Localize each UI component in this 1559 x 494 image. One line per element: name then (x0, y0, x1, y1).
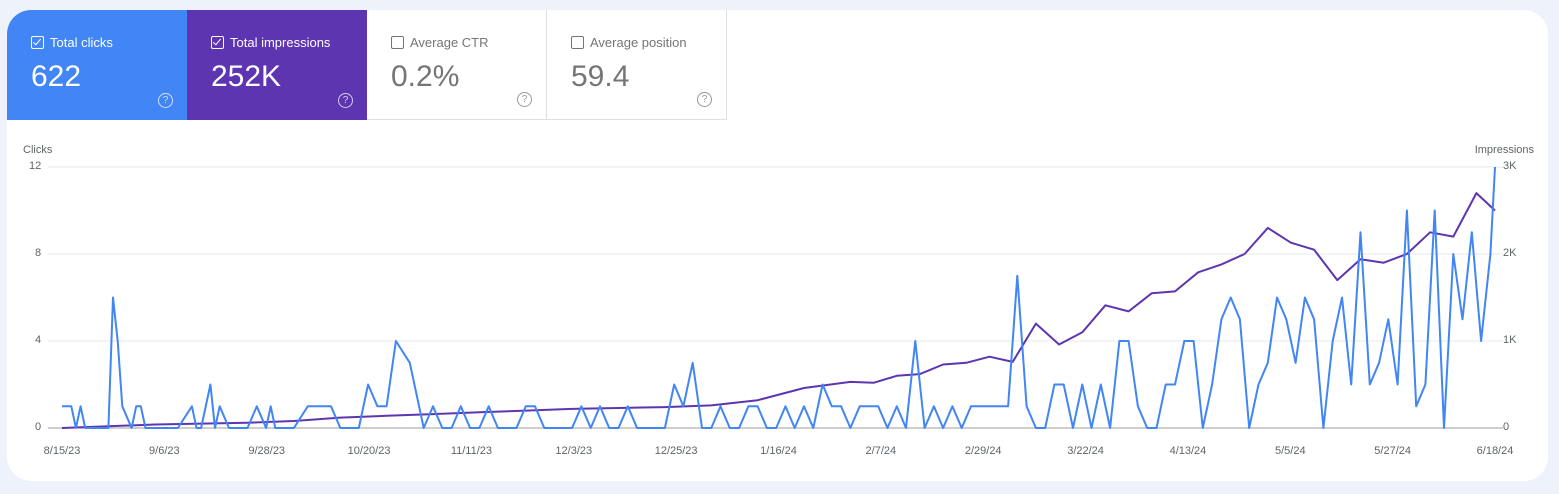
x-tick: 9/6/23 (149, 445, 180, 457)
help-icon[interactable]: ? (338, 93, 353, 108)
metric-total-clicks[interactable]: Total clicks 622 ? (7, 10, 187, 120)
metric-value: 0.2% (391, 60, 460, 93)
right-axis-title: Impressions (1474, 144, 1534, 156)
metric-value: 59.4 (571, 60, 630, 93)
performance-card: Total clicks 622 ? Total impressions 252… (7, 10, 1548, 481)
metric-value: 622 (31, 60, 82, 93)
x-tick: 2/7/24 (865, 445, 897, 457)
x-tick: 3/22/24 (1067, 445, 1104, 457)
x-tick: 12/25/23 (654, 445, 698, 457)
metric-total-impressions[interactable]: Total impressions 252K ? (187, 10, 367, 120)
metric-label: Total impressions (230, 35, 331, 50)
y-tick-left: 4 (35, 334, 42, 346)
help-icon[interactable]: ? (697, 92, 712, 107)
checkbox-checked-icon[interactable] (31, 36, 44, 49)
y-tick-right: 0 (1503, 421, 1510, 433)
x-tick: 4/13/24 (1169, 445, 1207, 457)
left-axis-title: Clicks (23, 144, 53, 156)
help-icon[interactable]: ? (517, 92, 532, 107)
checkbox-checked-icon[interactable] (211, 36, 224, 49)
checkbox-unchecked-icon[interactable] (391, 36, 404, 49)
x-tick: 8/15/23 (43, 445, 81, 457)
series-line-clicks[interactable] (62, 166, 1496, 429)
metric-label: Average position (590, 35, 687, 50)
y-tick-right: 2K (1503, 247, 1517, 259)
x-tick: 12/3/23 (555, 445, 593, 457)
help-icon[interactable]: ? (158, 93, 173, 108)
metric-average-ctr[interactable]: Average CTR 0.2% ? (367, 10, 547, 120)
x-tick: 5/5/24 (1274, 445, 1306, 457)
x-tick: 5/27/24 (1374, 445, 1411, 457)
series-line-impressions[interactable] (61, 192, 1496, 429)
y-tick-right: 1K (1503, 334, 1517, 346)
metric-cards: Total clicks 622 ? Total impressions 252… (7, 10, 727, 120)
y-tick-right: 3K (1503, 160, 1517, 172)
performance-chart: Clicks Impressions 0 0 4 1K 8 2K 12 3K 8/15/23 9… (7, 120, 1548, 481)
chart-plot-area[interactable] (7, 120, 1548, 481)
y-tick-left: 12 (29, 160, 42, 172)
metric-label: Average CTR (410, 35, 489, 50)
x-tick: 11/11/23 (450, 445, 493, 457)
metric-label: Total clicks (50, 35, 113, 50)
metric-average-position[interactable]: Average position 59.4 ? (547, 10, 727, 120)
x-tick: 10/20/23 (347, 445, 391, 457)
checkbox-unchecked-icon[interactable] (571, 36, 584, 49)
y-tick-left: 0 (35, 421, 42, 433)
x-tick: 1/16/24 (760, 445, 797, 457)
x-tick: 6/18/24 (1476, 445, 1514, 457)
x-tick: 2/29/24 (964, 445, 1002, 457)
metric-value: 252K (211, 60, 282, 93)
y-tick-left: 8 (35, 247, 42, 259)
x-tick: 9/28/23 (248, 445, 286, 457)
